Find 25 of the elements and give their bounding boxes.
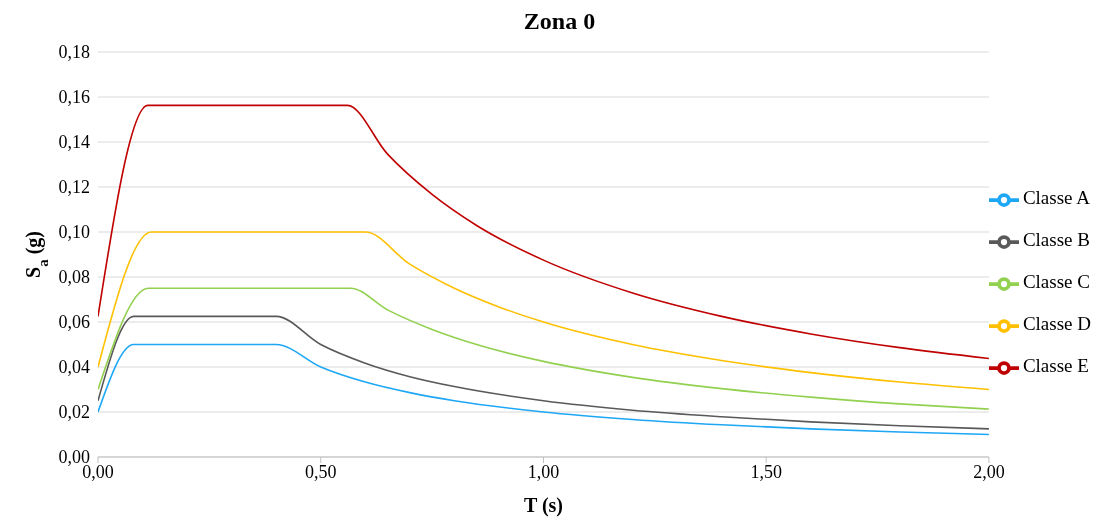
y-tick-label: 0,02 — [58, 402, 90, 423]
chart-title: Zona 0 — [522, 8, 597, 36]
line-series — [98, 315, 989, 430]
legend-label: Classe C — [1022, 271, 1090, 292]
x-axis-title: T (s) — [523, 494, 564, 517]
line-series — [98, 231, 989, 391]
y-tick-label: 0,18 — [58, 42, 90, 63]
y-tick-label: 0,08 — [58, 267, 90, 288]
y-tick-label: 0,10 — [58, 222, 90, 243]
line-series — [98, 343, 989, 436]
y-tick-label: 0,12 — [58, 177, 90, 198]
legend-label: Classe D — [1022, 313, 1091, 334]
y-tick-label: 0,06 — [58, 312, 90, 333]
x-tick-label: 1,50 — [750, 461, 782, 482]
y-tick-label: 0,16 — [58, 87, 90, 108]
y-tick-label: 0,14 — [58, 132, 90, 153]
y-tick-label: 0,04 — [58, 357, 90, 378]
line-series — [98, 104, 989, 360]
x-tick-label: 2,00 — [973, 461, 1005, 482]
x-tick-label: 1,00 — [527, 461, 560, 482]
legend-label: Classe B — [1022, 229, 1090, 250]
x-tick-label: 0,50 — [304, 461, 337, 482]
legend-label: Classe E — [1022, 355, 1089, 376]
line-series — [98, 287, 989, 410]
legend-label: Classe A — [1022, 187, 1090, 208]
